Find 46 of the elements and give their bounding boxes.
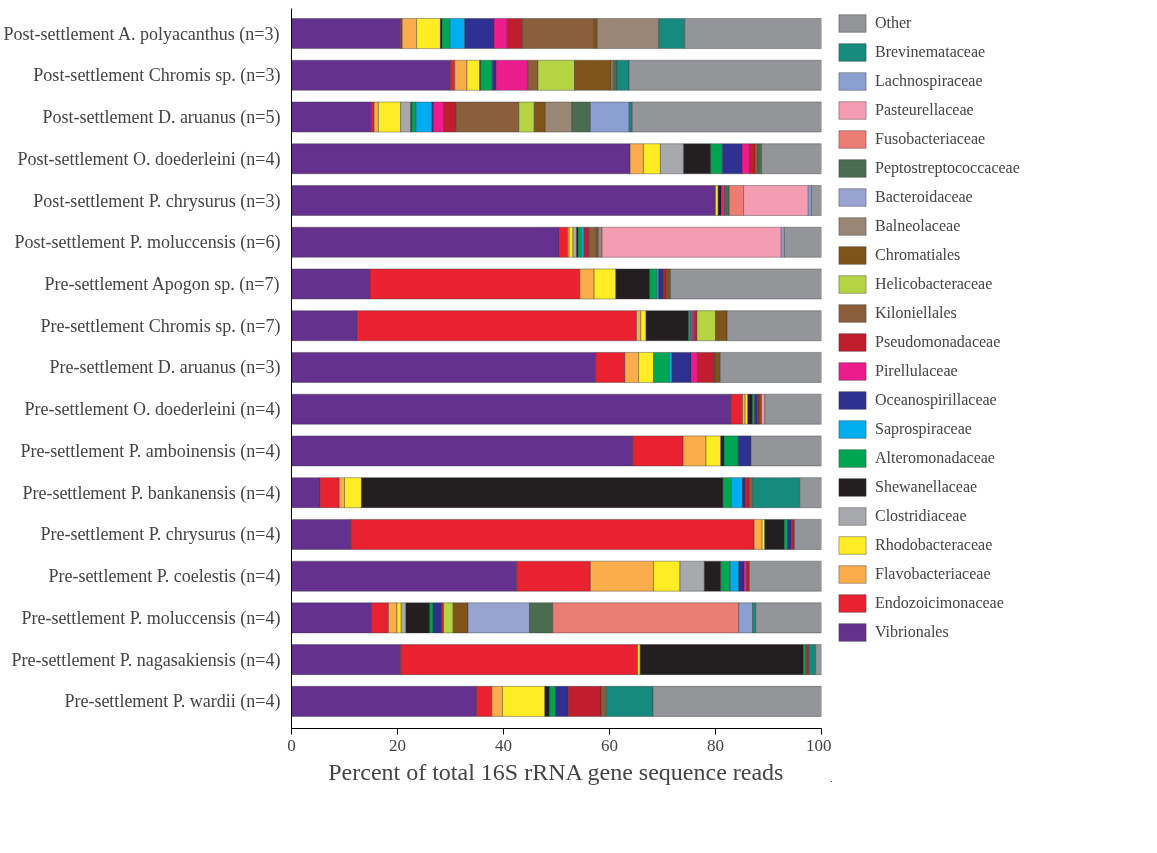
y-tick-label: Post-settlement D. aruanus (n=5): [42, 107, 281, 129]
legend-label: Pseudomonadaceae: [875, 333, 1001, 351]
y-tick-label: Pre-settlement P. bankanensis (n=4): [22, 482, 281, 504]
legend-label: Saprospiraceae: [875, 420, 972, 438]
y-tick-label: Post-settlement O. doederleini (n=4): [17, 148, 281, 170]
y-tick-label: Pre-settlement D. aruanus (n=3): [49, 357, 281, 379]
y-tick-label: Post-settlement P. moluccensis (n=6): [14, 232, 281, 254]
y-tick-label: Post-settlement A. polyacanthus (n=3): [3, 23, 280, 45]
legend-label: Kiloniellales: [875, 304, 957, 322]
x-tick-label: 0: [287, 735, 296, 755]
legend-label: Balneolaceae: [875, 217, 961, 235]
x-axis-title: Percent of total 16S rRNA gene sequence reads: [328, 758, 784, 785]
legend-label: Alteromonadaceae: [875, 449, 995, 467]
legend-label: Endozoicimonaceae: [875, 594, 1004, 612]
y-tick-label: Post-settlement Chromis sp. (n=3): [33, 65, 281, 87]
y-tick-label: Pre-settlement O. doederleini (n=4): [24, 399, 281, 421]
legend-label: Fusobacteriaceae: [875, 130, 986, 148]
legend-label: Shewanellaceae: [875, 478, 978, 496]
x-tick-label: 60: [601, 735, 618, 755]
x-tick-label: 80: [707, 735, 724, 755]
legend-label: Pirellulaceae: [875, 362, 958, 380]
x-tick-label: 40: [495, 735, 512, 755]
legend-label: Pasteurellaceae: [875, 101, 974, 119]
y-tick-label: Post-settlement P. chrysurus (n=3): [33, 190, 281, 212]
legend-label: Brevinemataceae: [875, 43, 986, 61]
legend-label: Lachnospiraceae: [875, 72, 983, 90]
y-tick-label: Pre-settlement P. chrysurus (n=4): [40, 524, 281, 546]
legend-label: Helicobacteraceae: [875, 275, 993, 293]
y-tick-label: Pre-settlement P. wardii (n=4): [64, 691, 281, 713]
legend-label: Clostridiaceae: [875, 507, 967, 525]
y-tick-label: Pre-settlement P. nagasakiensis (n=4): [11, 649, 281, 671]
legend-label: Rhodobacteraceae: [875, 536, 993, 554]
legend-label: Flavobacteriaceae: [875, 565, 991, 583]
legend-label: Vibrionales: [875, 623, 949, 641]
y-tick-label: Pre-settlement Chromis sp. (n=7): [40, 315, 281, 337]
legend-label: Chromatiales: [875, 246, 961, 264]
y-tick-label: Pre-settlement P. coelestis (n=4): [48, 566, 281, 588]
legend-label: Other: [875, 14, 912, 32]
legend-label: Oceanospirillaceae: [875, 391, 997, 409]
legend-label: Bacteroidaceae: [875, 188, 973, 206]
x-tick-label: 20: [389, 735, 406, 755]
y-tick-label: Pre-settlement P. amboinensis (n=4): [20, 440, 281, 462]
legend-label: Peptostreptococcaceae: [875, 159, 1020, 177]
y-tick-label: Pre-settlement P. moluccensis (n=4): [21, 607, 281, 629]
y-tick-label: Pre-settlement Apogon sp. (n=7): [44, 273, 280, 295]
x-tick-label: 100: [806, 735, 832, 755]
